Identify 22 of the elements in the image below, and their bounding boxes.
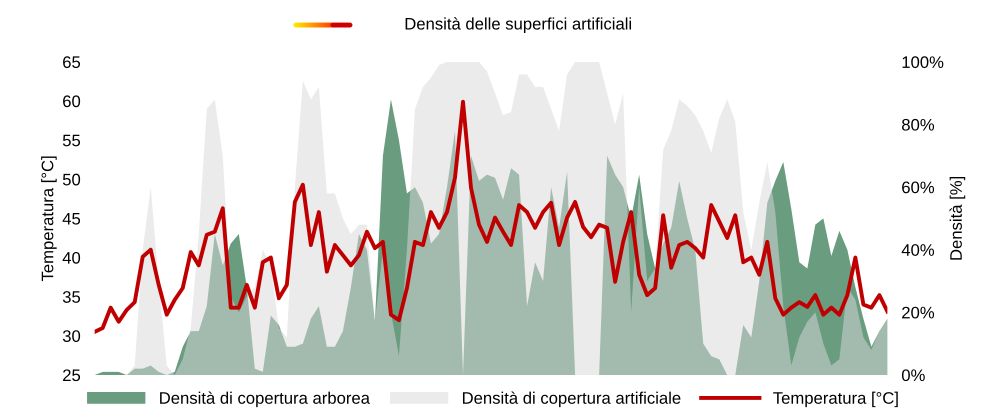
y2-tick-label: 60%: [902, 182, 934, 194]
y-tick-label: 45: [62, 212, 80, 225]
y-axis-title: Temperatura [°C]: [41, 156, 57, 282]
y-tick-label: 30: [62, 330, 80, 342]
text: Densità delle superfici artificiali: [406, 17, 632, 33]
y-tick-label: 25: [63, 369, 80, 382]
y-tick-label: 35: [62, 291, 80, 303]
y-tick-label: 50: [62, 174, 80, 186]
y2-tick-label: 100%: [902, 56, 944, 68]
line-series: [94, 100, 888, 334]
y2-tick-label: 40%: [902, 244, 934, 256]
legend-label: Densità di copertura artificiale: [462, 391, 680, 408]
legend-label: Densità di copertura arborea: [160, 391, 370, 408]
y-tick-label: 65: [63, 56, 80, 68]
y-tick-label: 55: [62, 134, 80, 146]
y2-tick-label: 0%: [902, 369, 925, 382]
y2-tick-label: 20%: [902, 306, 934, 319]
legend-label: Temperatura [°C]: [773, 392, 898, 408]
y-tick-label: 40: [62, 252, 80, 264]
y2-tick-label: 80%: [902, 118, 934, 131]
y-tick-label: 60: [63, 95, 80, 108]
y2-axis-title: Densità [%]: [949, 176, 966, 260]
